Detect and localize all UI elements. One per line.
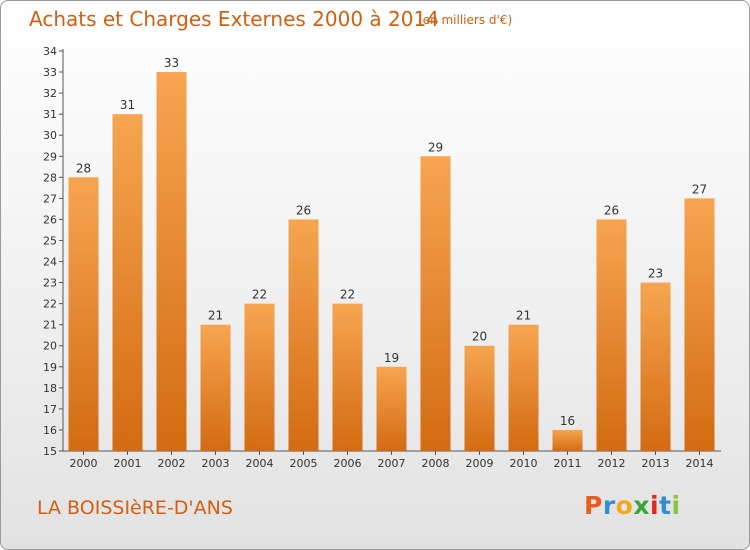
y-tick-label: 30 <box>43 129 57 142</box>
bar-2007 <box>376 366 407 451</box>
logo-letter: t <box>659 491 672 520</box>
y-tick-label: 23 <box>43 277 57 290</box>
x-tick-label-2002: 2002 <box>158 457 186 470</box>
x-tick-label-2008: 2008 <box>422 457 450 470</box>
y-tick-label: 29 <box>43 150 57 163</box>
value-label-2001: 31 <box>120 98 135 112</box>
value-label-2013: 23 <box>648 267 663 281</box>
y-tick-label: 22 <box>43 298 57 311</box>
y-tick-label: 32 <box>43 87 57 100</box>
x-tick-label-2012: 2012 <box>598 457 626 470</box>
y-tick-label: 33 <box>43 66 57 79</box>
x-tick-label-2009: 2009 <box>466 457 494 470</box>
bar-2010 <box>508 324 539 451</box>
bar-2012 <box>596 219 627 451</box>
y-tick-label: 21 <box>43 319 57 332</box>
bar-2008 <box>420 156 451 451</box>
x-tick-label-2011: 2011 <box>554 457 582 470</box>
logo-letter: P <box>584 491 603 520</box>
value-label-2009: 20 <box>472 330 487 344</box>
bar-2003 <box>200 324 231 451</box>
y-tick-label: 25 <box>43 234 57 247</box>
bars: 28 2000 31 2001 33 2002 21 2003 22 2004 26 2005 22 20… <box>68 56 715 470</box>
y-tick-label: 34 <box>43 45 57 58</box>
y-tick-label: 20 <box>43 340 57 353</box>
bar-2014 <box>684 198 715 451</box>
value-label-2007: 19 <box>384 351 399 365</box>
value-label-2000: 28 <box>76 161 91 175</box>
bar-2004 <box>244 303 275 451</box>
logo-letter: x <box>633 491 650 520</box>
y-tick-label: 19 <box>43 361 57 374</box>
x-tick-label-2003: 2003 <box>202 457 230 470</box>
x-tick-label-2010: 2010 <box>510 457 538 470</box>
logo-letter: i <box>671 491 681 520</box>
bar-2005 <box>288 219 319 451</box>
bar-2009 <box>464 345 495 451</box>
bar-2011 <box>552 429 583 451</box>
y-tick-label: 15 <box>43 445 57 458</box>
chart-unit: (en milliers d'€) <box>418 13 513 27</box>
bar-2002 <box>156 72 187 451</box>
value-label-2014: 27 <box>692 182 707 196</box>
y-tick-label: 28 <box>43 171 57 184</box>
value-label-2010: 21 <box>516 309 531 323</box>
y-tick-label: 31 <box>43 108 57 121</box>
x-tick-label-2013: 2013 <box>642 457 670 470</box>
axes: 15 16 17 18 19 20 21 22 23 24 25 26 27 28 29 30 31 32 33 34 <box>43 45 721 458</box>
commune-name: LA BOISSIèRE-D'ANS <box>37 497 233 519</box>
logo-letter: r <box>602 491 616 520</box>
value-label-2006: 22 <box>340 288 355 302</box>
value-label-2008: 29 <box>428 140 443 154</box>
y-tick-label: 27 <box>43 192 57 205</box>
value-label-2012: 26 <box>604 203 619 217</box>
logo-letter: i <box>650 491 660 520</box>
logo-letter: o <box>615 491 634 520</box>
y-tick-label: 26 <box>43 213 57 226</box>
bar-2006 <box>332 303 363 451</box>
bar-2000 <box>68 177 99 451</box>
y-tick-label: 16 <box>43 424 57 437</box>
y-tick-label: 17 <box>43 403 57 416</box>
value-label-2011: 16 <box>560 414 575 428</box>
y-tick-label: 18 <box>43 382 57 395</box>
value-label-2002: 33 <box>164 56 179 70</box>
x-tick-label-2005: 2005 <box>290 457 318 470</box>
chart-title: Achats et Charges Externes 2000 à 2014 <box>29 7 439 31</box>
value-label-2005: 26 <box>296 203 311 217</box>
bar-2013 <box>640 282 671 451</box>
value-label-2003: 21 <box>208 309 223 323</box>
x-tick-label-2014: 2014 <box>686 457 714 470</box>
bar-2001 <box>112 114 143 451</box>
x-tick-label-2004: 2004 <box>246 457 274 470</box>
y-tick-label: 24 <box>43 256 57 269</box>
x-tick-label-2001: 2001 <box>114 457 142 470</box>
x-tick-label-2007: 2007 <box>378 457 406 470</box>
x-tick-label-2006: 2006 <box>334 457 362 470</box>
x-tick-label-2000: 2000 <box>70 457 98 470</box>
value-label-2004: 22 <box>252 288 267 302</box>
proxiti-logo[interactable]: Proxiti <box>584 491 681 520</box>
